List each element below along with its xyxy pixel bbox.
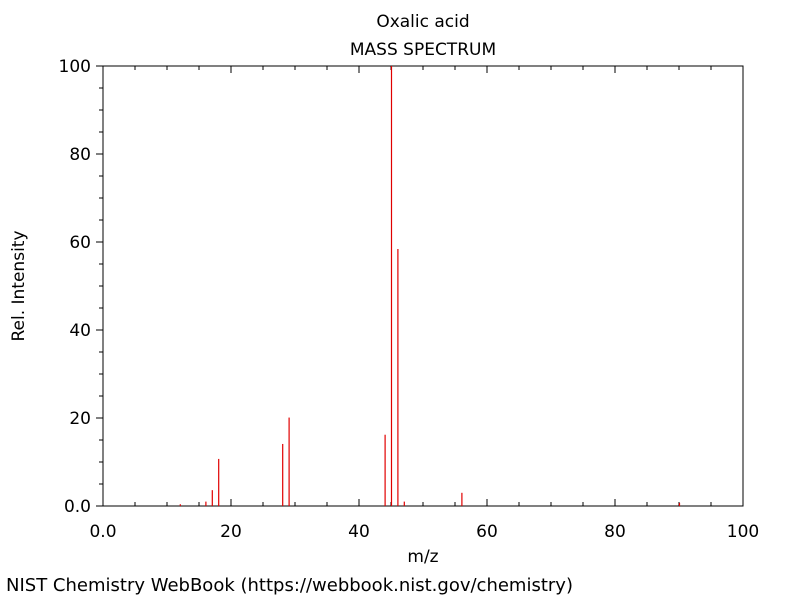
- y-tick-label: 80: [69, 145, 91, 165]
- footer-credit: NIST Chemistry WebBook (https://webbook.…: [6, 575, 573, 596]
- y-tick-label: 60: [69, 233, 91, 253]
- mass-spectrum-chart: Oxalic acid MASS SPECTRUM 0.0 20 40 60 80 100…: [9, 12, 759, 567]
- x-tick-labels: 0.0 20 40 60 80 100: [89, 522, 759, 542]
- y-axis-label: Rel. Intensity: [9, 230, 29, 341]
- x-tick-label: 0.0: [89, 522, 116, 542]
- x-tick-label: 100: [727, 522, 759, 542]
- x-tick-label: 20: [220, 522, 242, 542]
- axis-ticks: [96, 65, 744, 507]
- x-tick-label: 40: [348, 522, 370, 542]
- chart-subtitle: MASS SPECTRUM: [350, 40, 496, 60]
- y-tick-label: 20: [69, 409, 91, 429]
- x-tick-label: 80: [604, 522, 626, 542]
- chart-title: Oxalic acid: [376, 12, 469, 32]
- x-tick-label: 60: [476, 522, 498, 542]
- y-tick-label: 40: [69, 321, 91, 341]
- x-axis-label: m/z: [407, 547, 438, 567]
- y-tick-label: 100: [59, 57, 91, 77]
- spectrum-peaks: [179, 66, 681, 506]
- y-tick-labels: 0.0 20 40 60 80 100: [59, 57, 91, 517]
- y-tick-label: 0.0: [64, 497, 91, 517]
- plot-frame: [102, 65, 744, 507]
